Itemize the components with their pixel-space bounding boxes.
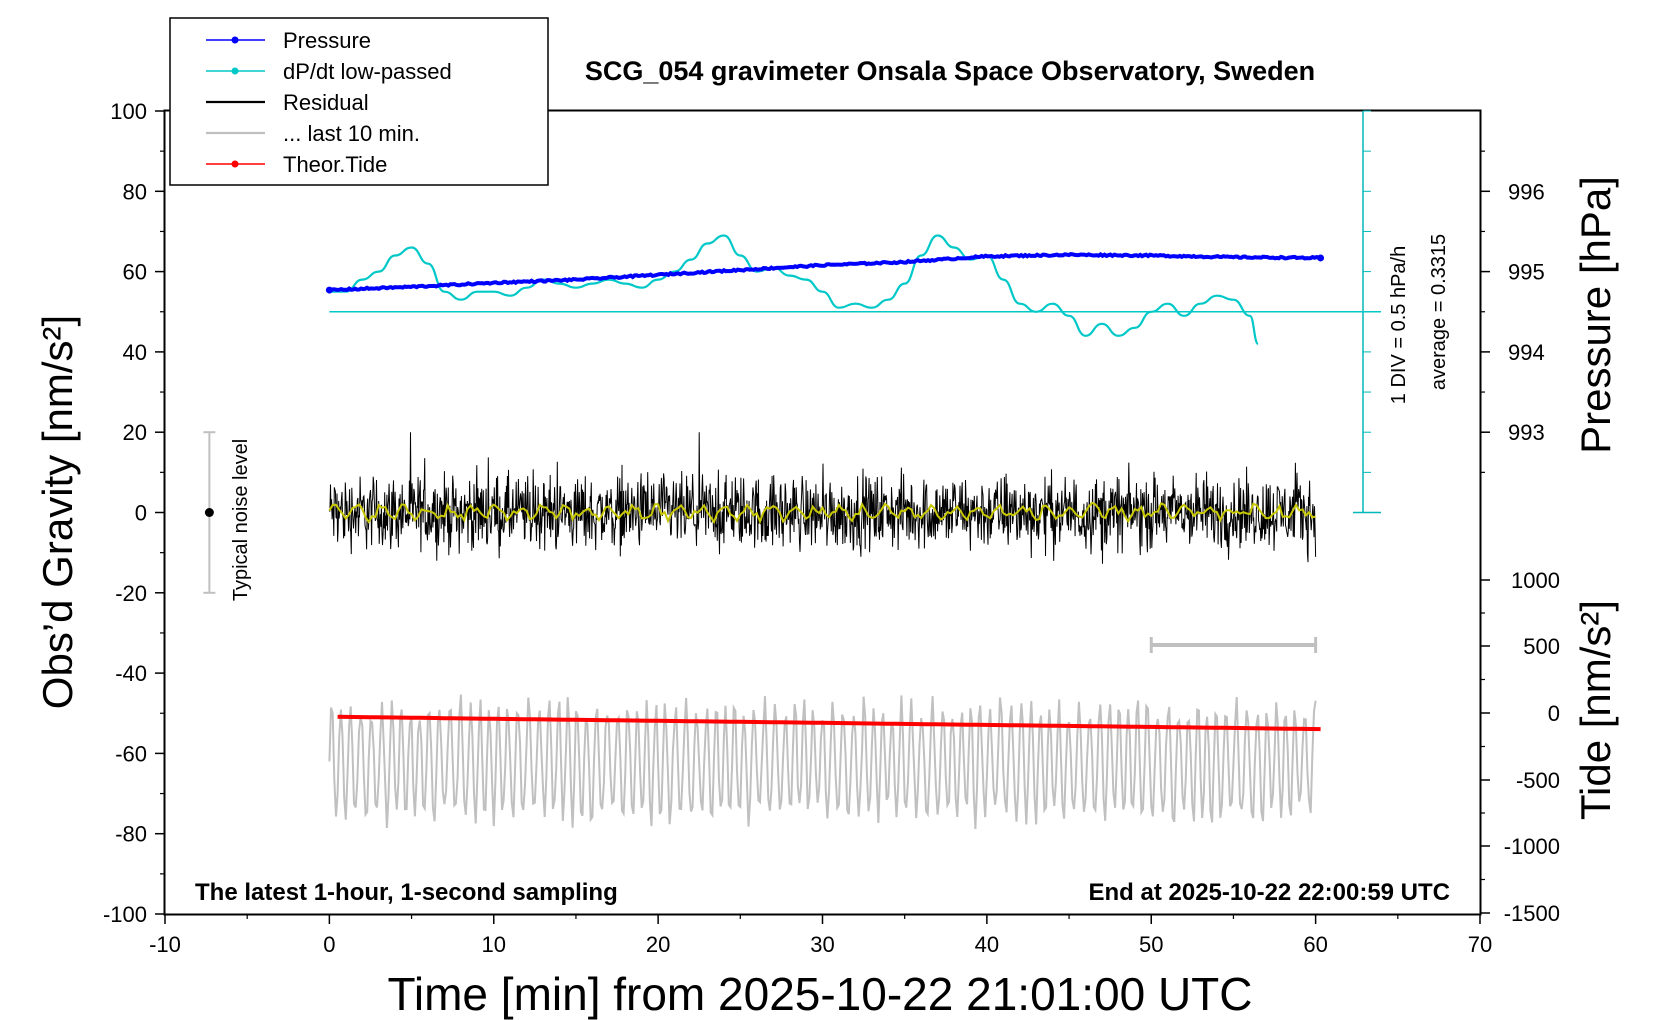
pressure-tick-label: 993 xyxy=(1508,420,1545,445)
tide-tick-label: 1000 xyxy=(1511,568,1560,593)
y-tick-label: -60 xyxy=(115,741,147,766)
residual-series xyxy=(328,432,1317,564)
legend-label: Theor.Tide xyxy=(283,152,387,177)
pressure-tick-label: 994 xyxy=(1508,340,1545,365)
noise-level-label: Typical noise level xyxy=(230,439,252,601)
legend-label: Residual xyxy=(283,90,369,115)
residual-smoothed-series xyxy=(328,501,1316,525)
end-time-note: End at 2025-10-22 22:00:59 UTC xyxy=(1089,879,1451,906)
x-tick-label: 40 xyxy=(975,932,999,957)
dpdt-div-label: 1 DIV = 0.5 hPa/h xyxy=(1388,246,1410,404)
y-tick-label: -100 xyxy=(103,902,147,927)
x-axis: -10 0 10 20 30 40 50 60 70 xyxy=(149,914,1492,957)
legend-swatch-marker xyxy=(231,160,239,168)
x-tick-label: 70 xyxy=(1468,932,1492,957)
noise-level-dot xyxy=(204,508,214,517)
y-tick-label: 20 xyxy=(123,420,147,445)
y-tick-label: 0 xyxy=(135,501,147,526)
pressure-start-point xyxy=(325,286,333,294)
legend: Pressure dP/dt low-passed Residual ... last… xyxy=(169,17,549,186)
y-tick-label: -20 xyxy=(115,581,147,606)
y-axis-pressure: 996 995 994 993 xyxy=(1480,150,1545,473)
y-axis-tide: 1000 500 0 -500 -1000 -1500 xyxy=(1480,568,1560,926)
theor-tide-series xyxy=(337,714,1321,732)
tide-tick-label: 500 xyxy=(1523,634,1560,659)
tide-tick-label: -1000 xyxy=(1504,834,1560,859)
x-tick-label: 30 xyxy=(810,932,834,957)
y-tick-label: 100 xyxy=(110,99,147,124)
y-axis-left: 100 80 60 40 20 0 -20 -40 -60 -80 -100 xyxy=(103,99,165,927)
legend-swatch-marker xyxy=(231,36,239,44)
y-tick-label: -80 xyxy=(115,822,147,847)
tide-tick-label: -1500 xyxy=(1504,901,1560,926)
legend-label: dP/dt low-passed xyxy=(283,59,452,84)
x-tick-label: 60 xyxy=(1303,932,1327,957)
pressure-end-point xyxy=(1317,254,1325,262)
legend-label: ... last 10 min. xyxy=(283,121,420,146)
y-axis-label-left: Obs’d Gravity [nm/s²] xyxy=(34,315,81,709)
x-tick-label: 50 xyxy=(1139,932,1163,957)
tide-tick-label: -500 xyxy=(1516,768,1560,793)
x-tick-label: 10 xyxy=(482,932,506,957)
chart-title: SCG_054 gravimeter Onsala Space Observat… xyxy=(585,56,1315,86)
y-tick-label: -40 xyxy=(115,661,147,686)
legend-label: Pressure xyxy=(283,28,371,53)
sampling-note: The latest 1-hour, 1-second sampling xyxy=(195,879,618,906)
dpdt-series xyxy=(329,234,1260,345)
series-layer xyxy=(203,110,1381,829)
pressure-tick-label: 995 xyxy=(1508,260,1545,285)
legend-swatch-marker xyxy=(231,67,239,75)
x-tick-label: 0 xyxy=(323,932,335,957)
y-tick-label: 60 xyxy=(123,260,147,285)
x-tick-label: -10 xyxy=(149,932,181,957)
y-axis-label-pressure: Pressure [hPa] xyxy=(1572,176,1619,454)
y-axis-label-tide: Tide [nm/s²] xyxy=(1572,600,1619,820)
y-tick-label: 80 xyxy=(123,179,147,204)
y-tick-label: 40 xyxy=(123,340,147,365)
tide-tick-label: 0 xyxy=(1548,701,1560,726)
pressure-series xyxy=(328,251,1321,293)
x-tick-label: 20 xyxy=(646,932,670,957)
last-10-min-series xyxy=(328,694,1317,829)
x-axis-label: Time [min] from 2025-10-22 21:01:00 UTC xyxy=(388,968,1253,1020)
pressure-tick-label: 996 xyxy=(1508,179,1545,204)
dpdt-average-label: average = 0.3315 xyxy=(1428,234,1450,390)
